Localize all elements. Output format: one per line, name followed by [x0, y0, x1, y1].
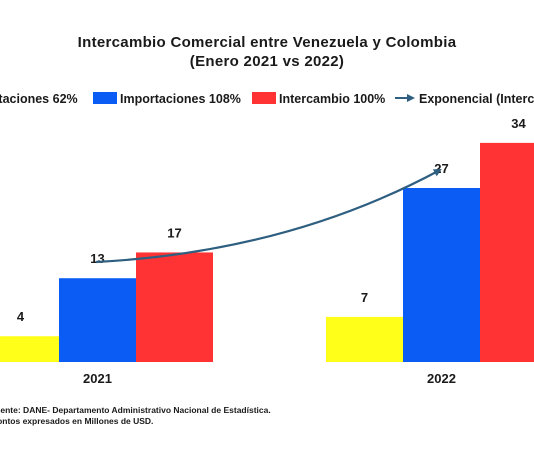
legend-swatch [252, 92, 276, 104]
data-label: 27 [434, 161, 448, 176]
bar-intercambio-2022 [480, 142, 534, 362]
bar-exportaciones-2022 [326, 316, 403, 362]
legend-label: Exponencial (Intercambio 100%) [419, 92, 534, 106]
bar-importaciones-2022 [403, 188, 480, 362]
chart-subtitle: (Enero 2021 vs 2022) [189, 53, 345, 70]
chart-title: Intercambio Comercial entre Venezuela y … [77, 34, 457, 51]
bars-group: 4 13 17 7 27 34 [0, 116, 534, 362]
bar-intercambio-2021 [136, 252, 213, 362]
data-label: 17 [167, 225, 181, 240]
data-label: 7 [361, 290, 368, 305]
data-label: 13 [90, 251, 104, 266]
trendline-group [95, 169, 442, 264]
category-label-2021: 2021 [83, 371, 112, 386]
bar-importaciones-2021 [59, 278, 136, 362]
data-label: 4 [17, 309, 25, 324]
legend-label: Importaciones 108% [120, 92, 241, 106]
category-label-2022: 2022 [427, 371, 456, 386]
category-axis: 2021 2022 [83, 371, 456, 386]
legend: Exportaciones 62% Importaciones 108% Inter… [0, 92, 534, 106]
legend-label: Exportaciones 62% [0, 92, 78, 106]
data-label: 34 [511, 116, 526, 131]
source-note: Fuente: DANE- Departamento Administrativ… [0, 405, 271, 415]
bar-exportaciones-2021 [0, 336, 59, 362]
units-note: Montos expresados en Millones de USD. [0, 416, 154, 426]
legend-label: Intercambio 100% [279, 92, 385, 106]
trendline-arrow [95, 169, 442, 264]
legend-swatch [93, 92, 117, 104]
